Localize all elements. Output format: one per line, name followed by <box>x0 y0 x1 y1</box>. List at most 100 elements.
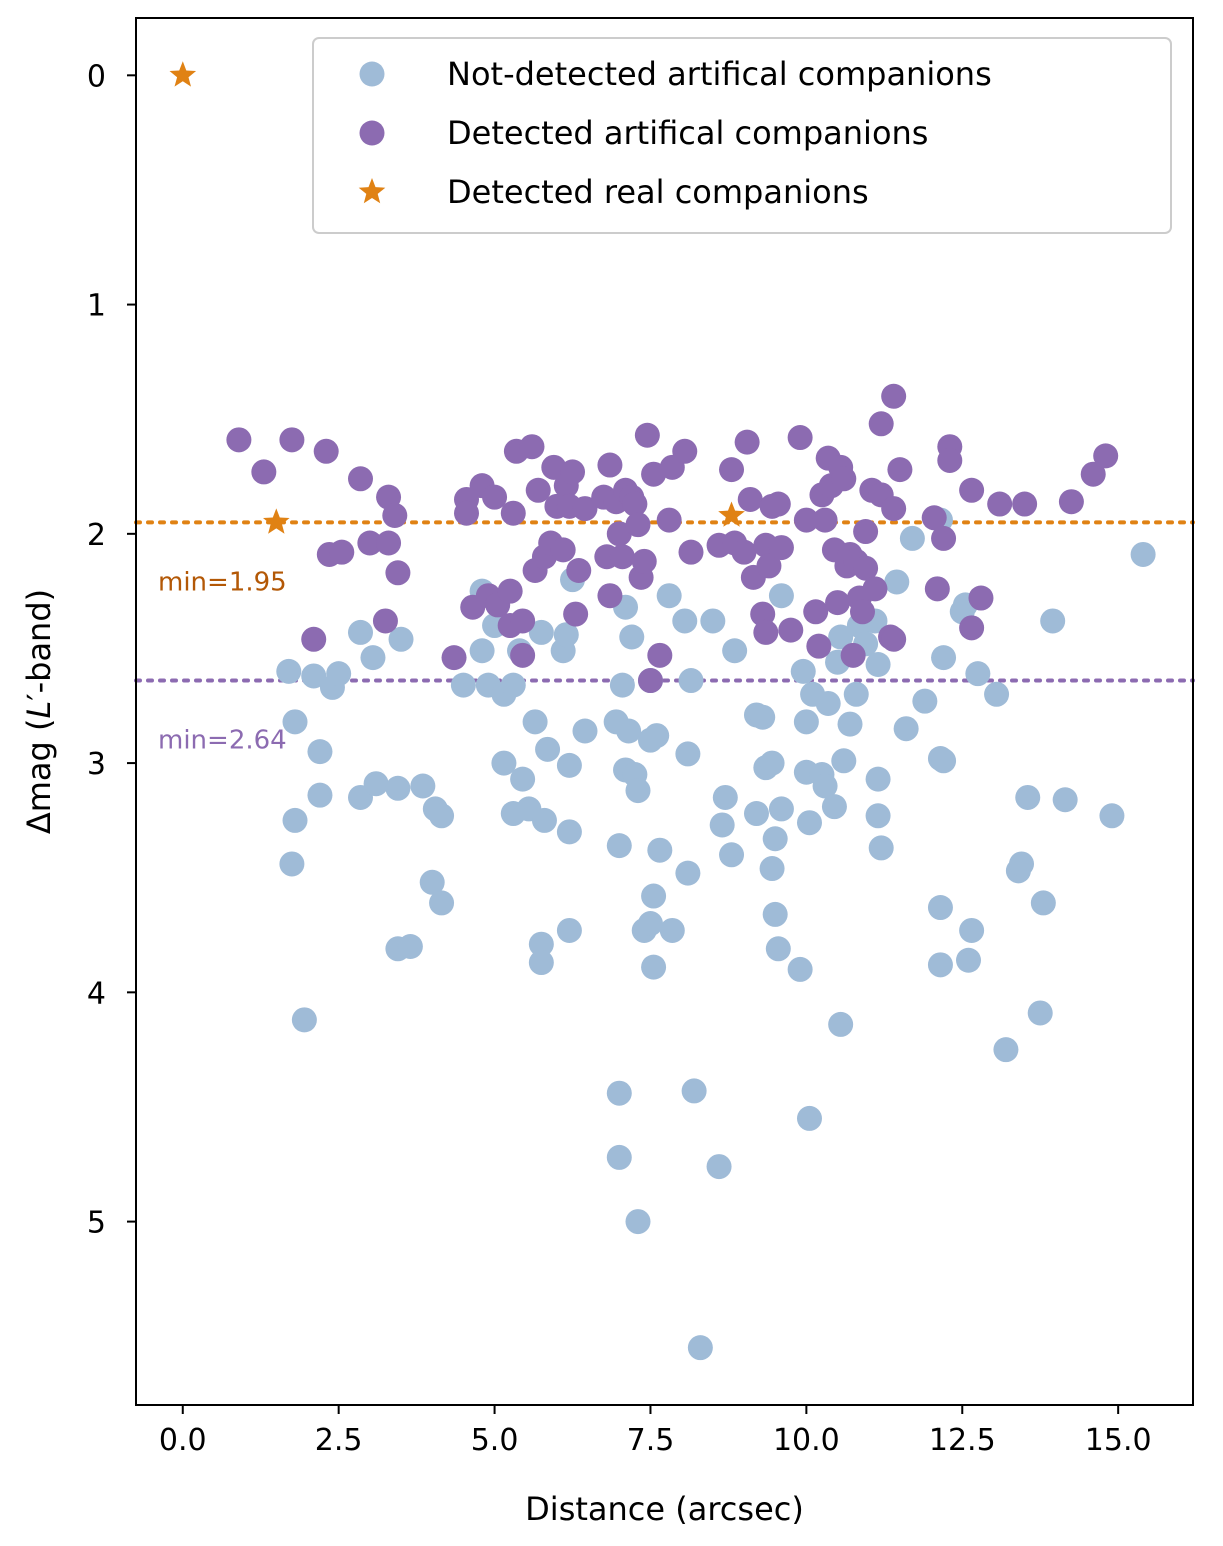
data-point <box>656 583 682 609</box>
data-point <box>921 505 947 531</box>
data-point <box>385 560 411 586</box>
data-point <box>566 558 592 584</box>
data-point <box>831 748 857 774</box>
data-point <box>1093 443 1119 469</box>
data-point <box>553 622 579 648</box>
data-point <box>382 502 408 528</box>
data-point <box>756 553 782 579</box>
legend-marker <box>359 61 385 87</box>
data-point <box>968 585 994 611</box>
data-point <box>522 709 548 735</box>
data-point <box>637 668 663 694</box>
y-axis-label-suffix: -band) <box>20 589 58 694</box>
data-point <box>556 917 582 943</box>
data-point <box>363 771 389 797</box>
data-point <box>541 454 567 480</box>
data-point <box>510 642 536 668</box>
data-point <box>959 917 985 943</box>
data-point <box>528 950 554 976</box>
data-point <box>719 842 745 868</box>
data-point <box>625 778 651 804</box>
data-point <box>550 537 576 563</box>
data-point <box>959 477 985 503</box>
data-point <box>616 718 642 744</box>
data-point <box>572 496 598 522</box>
data-point <box>796 810 822 836</box>
data-point <box>719 457 745 483</box>
data-point <box>893 716 919 742</box>
data-point <box>931 525 957 551</box>
data-point <box>282 807 308 833</box>
data-point <box>634 422 660 448</box>
data-point <box>301 626 327 652</box>
data-point <box>1052 787 1078 813</box>
legend-marker <box>359 120 385 146</box>
y-tick-label: 3 <box>87 747 106 782</box>
data-point <box>831 466 857 492</box>
data-point <box>743 801 769 827</box>
data-point <box>849 599 875 625</box>
data-point <box>734 429 760 455</box>
data-point <box>1012 491 1038 517</box>
data-point <box>419 869 445 895</box>
data-point <box>884 569 910 595</box>
data-point <box>812 773 838 799</box>
data-point <box>609 672 635 698</box>
data-point <box>625 512 651 538</box>
data-point <box>279 851 305 877</box>
data-point <box>862 576 888 602</box>
data-point <box>803 599 829 625</box>
data-point <box>672 608 698 634</box>
data-point <box>706 1154 732 1180</box>
x-tick-label: 15.0 <box>1085 1423 1152 1458</box>
data-point <box>226 427 252 453</box>
data-point <box>927 952 953 978</box>
data-point-star <box>718 501 745 527</box>
data-point <box>469 638 495 664</box>
data-point <box>881 626 907 652</box>
data-point <box>276 658 302 684</box>
data-point <box>606 521 632 547</box>
data-point <box>825 590 851 616</box>
data-point <box>812 507 838 533</box>
data-point <box>510 608 536 634</box>
data-point <box>500 672 526 698</box>
data-point <box>606 1144 632 1170</box>
data-point <box>450 672 476 698</box>
x-axis-label: Distance (arcsec) <box>525 1490 804 1528</box>
data-point <box>454 500 480 526</box>
data-point <box>675 860 701 886</box>
data-point <box>778 617 804 643</box>
data-point <box>560 459 586 485</box>
data-point <box>347 466 373 492</box>
data-point <box>865 766 891 792</box>
data-point <box>787 956 813 982</box>
x-tick-label: 5.0 <box>471 1423 519 1458</box>
data-point <box>759 750 785 776</box>
x-axis-ticks: 0.0 2.5 5.0 7.5 10.0 12.5 15.0 <box>159 1405 1152 1458</box>
data-point-star <box>169 61 197 87</box>
data-point <box>881 496 907 522</box>
data-point <box>912 688 938 714</box>
data-point <box>993 1037 1019 1063</box>
data-point <box>307 739 333 765</box>
data-point <box>441 645 467 671</box>
data-point <box>709 812 735 838</box>
data-point <box>868 835 894 861</box>
data-point <box>899 525 925 551</box>
data-point <box>765 936 791 962</box>
data-point <box>1009 851 1035 877</box>
series-0 <box>276 507 1156 1361</box>
data-point <box>821 794 847 820</box>
data-point <box>376 530 402 556</box>
data-point <box>631 548 657 574</box>
data-point <box>622 491 648 517</box>
data-point <box>491 750 517 776</box>
y-tick-label: 5 <box>87 1206 106 1241</box>
data-point <box>656 507 682 533</box>
data-point <box>796 1105 822 1131</box>
data-point <box>525 477 551 503</box>
y-axis-label-prime: ′ <box>20 693 58 700</box>
y-tick-label: 0 <box>87 59 106 94</box>
